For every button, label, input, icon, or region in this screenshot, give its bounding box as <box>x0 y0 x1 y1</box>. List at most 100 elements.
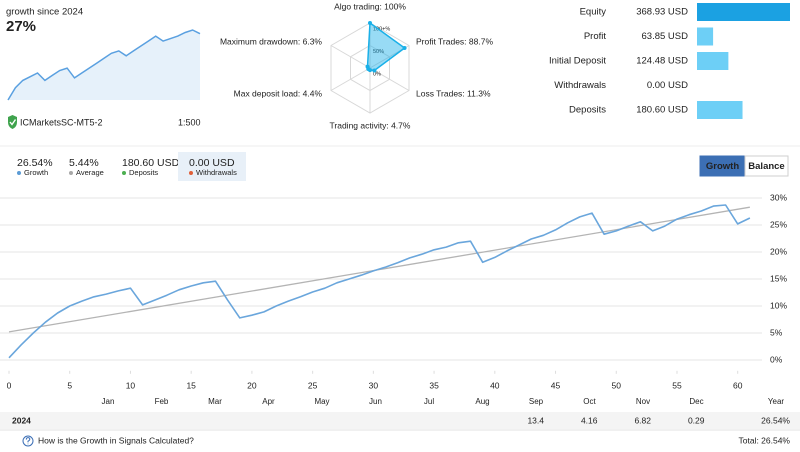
month-header: Feb <box>155 397 169 406</box>
total: Total: 26.54% <box>738 435 790 445</box>
growth-line <box>8 204 751 359</box>
stat-value: 180.60 USD <box>636 105 688 116</box>
month-header: Year <box>768 397 785 406</box>
stat-dot <box>17 171 21 175</box>
month-value: 0.29 <box>688 415 705 425</box>
month-header: Oct <box>583 397 596 406</box>
stat-label: Equity <box>580 7 607 18</box>
leverage: 1:500 <box>178 117 201 127</box>
x-tick-label: 55 <box>672 380 682 390</box>
radar-point <box>365 64 370 69</box>
y-tick-label: 0% <box>770 354 783 364</box>
radar-point <box>372 68 377 73</box>
x-tick-label: 20 <box>247 380 257 390</box>
stat-value: 124.48 USD <box>636 56 688 67</box>
radar-label: Maximum drawdown: 6.3% <box>220 36 322 46</box>
stat-dot <box>189 171 193 175</box>
month-header: Apr <box>262 397 275 406</box>
stat-label: Deposits <box>569 105 606 116</box>
y-tick-label: 10% <box>770 300 787 310</box>
month-header: Dec <box>689 397 703 406</box>
x-tick-label: 60 <box>733 380 743 390</box>
x-tick-label: 5 <box>67 380 72 390</box>
month-header: Jan <box>102 397 115 406</box>
stat-label: Initial Deposit <box>549 56 606 67</box>
verified-icon <box>8 115 17 129</box>
y-tick-label: 20% <box>770 246 787 256</box>
tab-label: Balance <box>748 161 784 172</box>
stat-bar <box>697 27 714 46</box>
year-label: 2024 <box>12 415 31 425</box>
radar-tick-label: 100+% <box>373 26 390 32</box>
radar-ring <box>330 22 410 114</box>
stat-caption: Average <box>76 168 104 177</box>
stat-value: 5.44% <box>69 157 99 169</box>
x-tick-label: 50 <box>612 380 622 390</box>
stat-dot <box>122 171 126 175</box>
radar-label: Max deposit load: 4.4% <box>234 88 323 98</box>
month-header: May <box>314 397 329 406</box>
stat-value: 0.00 USD <box>647 80 688 91</box>
y-tick-label: 25% <box>770 219 787 229</box>
x-tick-label: 15 <box>186 380 196 390</box>
server-name: ICMarketsSC-MT5-2 <box>20 117 103 127</box>
stat-bar <box>697 52 729 70</box>
help-icon <box>22 435 34 447</box>
radar-label: Loss Trades: 11.3% <box>416 88 491 98</box>
month-value: 6.82 <box>634 415 651 425</box>
stat-caption: Withdrawals <box>196 168 237 177</box>
month-header: Jul <box>424 397 434 406</box>
x-tick-label: 40 <box>490 380 500 390</box>
month-value: 4.16 <box>581 415 598 425</box>
month-header: Mar <box>208 397 222 406</box>
month-header: Aug <box>475 397 489 406</box>
month-value: 26.54% <box>761 415 790 425</box>
month-header: Sep <box>529 397 544 406</box>
growth-value: 27% <box>6 18 36 35</box>
tab[interactable] <box>744 155 789 177</box>
x-tick-label: 10 <box>126 380 136 390</box>
x-tick-label: 30 <box>369 380 379 390</box>
x-tick-label: 45 <box>551 380 561 390</box>
y-tick-label: 5% <box>770 327 783 337</box>
stat-value: 0.00 USD <box>189 157 235 169</box>
stat-label: Withdrawals <box>554 80 606 91</box>
help-glyph <box>25 437 31 445</box>
stat-value: 63.85 USD <box>642 31 689 42</box>
stat-highlight <box>178 152 246 181</box>
radar-ring <box>350 44 390 92</box>
sparkline <box>7 29 201 101</box>
month-value: 13.4 <box>527 415 544 425</box>
stat-dot <box>69 171 73 175</box>
x-tick-label: 0 <box>7 380 12 390</box>
y-tick-label: 15% <box>770 273 787 283</box>
x-tick-label: 25 <box>308 380 318 390</box>
month-header: Nov <box>636 397 650 406</box>
y-tick-label: 30% <box>770 192 787 202</box>
stat-bar <box>697 3 790 21</box>
stat-caption: Deposits <box>129 168 158 177</box>
month-header: Jun <box>369 397 382 406</box>
stat-value: 180.60 USD <box>122 157 180 169</box>
radar-point <box>368 21 372 25</box>
stat-value: 26.54% <box>17 157 53 169</box>
help-link[interactable]: How is the Growth in Signals Calculated? <box>38 435 194 445</box>
x-tick-label: 35 <box>429 380 439 390</box>
stat-caption: Growth <box>24 168 48 177</box>
radar-tick-label: 0% <box>373 71 381 77</box>
table-row-bg <box>0 412 800 429</box>
stat-bar <box>697 101 743 119</box>
caption: growth since 2024 <box>6 7 83 18</box>
radar-label: Trading activity: 4.7% <box>330 120 411 130</box>
radar-label: Profit Trades: 88.7% <box>416 36 493 46</box>
stat-label: Profit <box>584 31 607 42</box>
stat-value: 368.93 USD <box>636 7 688 18</box>
tab-label: Growth <box>706 161 739 172</box>
radar-point <box>402 46 407 51</box>
sparkline-area <box>8 30 200 100</box>
radar-label: Algo trading: 100% <box>334 1 406 11</box>
radar-tick-label: 50% <box>373 49 384 55</box>
